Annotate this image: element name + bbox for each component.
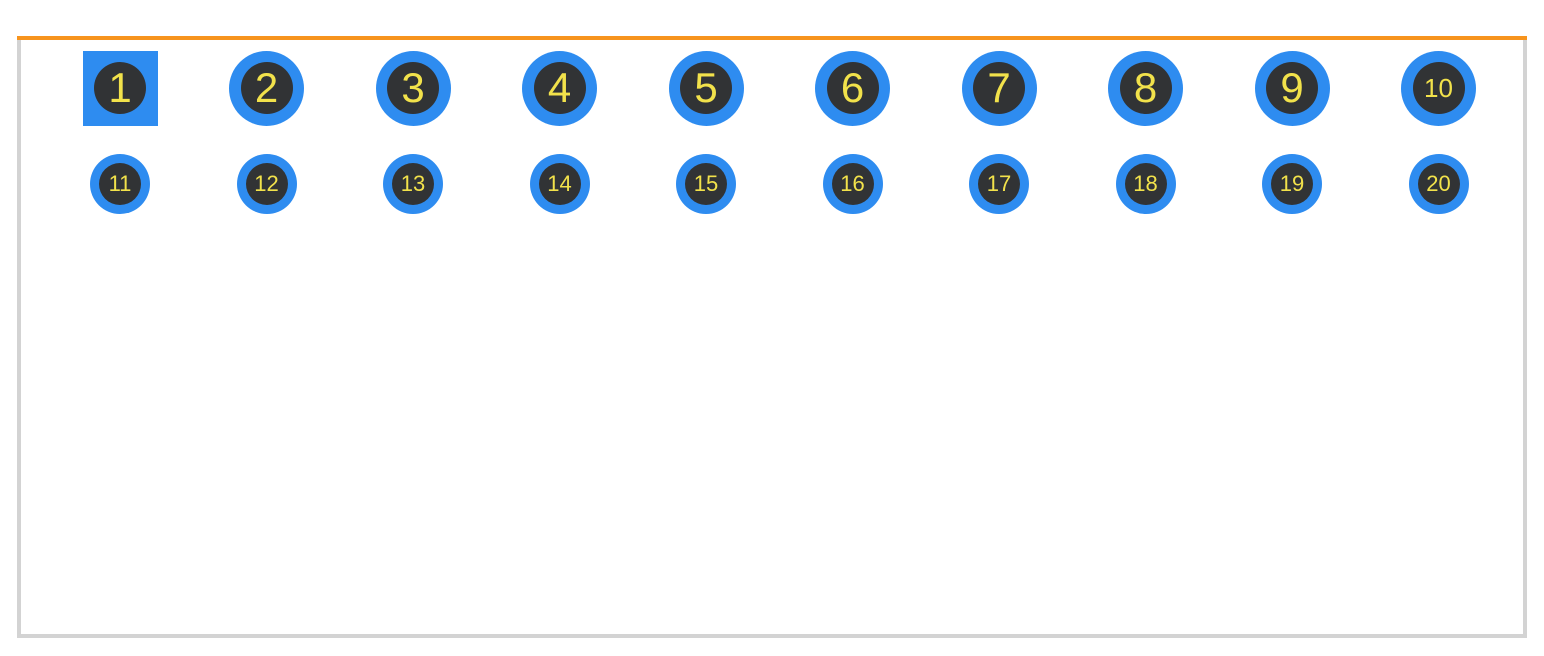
pin-2: 2 xyxy=(229,51,304,126)
pin-18-label: 18 xyxy=(1133,173,1157,195)
pin-10: 10 xyxy=(1401,51,1476,126)
pin-10-hole: 10 xyxy=(1413,62,1465,114)
pin-7-hole: 7 xyxy=(973,62,1025,114)
pin-11-label: 11 xyxy=(109,173,132,195)
pin-14-hole: 14 xyxy=(539,163,581,205)
pin-14: 14 xyxy=(530,154,590,214)
pin-6: 6 xyxy=(815,51,890,126)
pin-7: 7 xyxy=(962,51,1037,126)
pin-8-hole: 8 xyxy=(1120,62,1172,114)
pin-18-hole: 18 xyxy=(1125,163,1167,205)
pin-11: 11 xyxy=(90,154,150,214)
pin-4-label: 4 xyxy=(548,67,571,109)
pin-12-hole: 12 xyxy=(246,163,288,205)
pin-7-label: 7 xyxy=(987,67,1010,109)
pin-19-hole: 19 xyxy=(1271,163,1313,205)
pin-13: 13 xyxy=(383,154,443,214)
pin-2-label: 2 xyxy=(255,67,278,109)
pin-3-label: 3 xyxy=(401,67,424,109)
pin-15-hole: 15 xyxy=(685,163,727,205)
pin-1-label: 1 xyxy=(108,67,131,109)
pin-14-label: 14 xyxy=(547,173,571,195)
pin-16: 16 xyxy=(823,154,883,214)
pcb-footprint: 1234567891011121314151617181920 xyxy=(17,36,1527,638)
outline-bottom xyxy=(17,634,1527,638)
pin-3: 3 xyxy=(376,51,451,126)
pin-1: 1 xyxy=(83,51,158,126)
pin-5-label: 5 xyxy=(694,67,717,109)
outline-right xyxy=(1523,40,1527,638)
pin-5: 5 xyxy=(669,51,744,126)
pin-2-hole: 2 xyxy=(241,62,293,114)
pin-8: 8 xyxy=(1108,51,1183,126)
pin-15: 15 xyxy=(676,154,736,214)
pin-19-label: 19 xyxy=(1280,173,1304,195)
pin-9-hole: 9 xyxy=(1266,62,1318,114)
pin-16-hole: 16 xyxy=(832,163,874,205)
pin-4: 4 xyxy=(522,51,597,126)
pin-4-hole: 4 xyxy=(534,62,586,114)
outline-left xyxy=(17,40,21,638)
pin-6-hole: 6 xyxy=(827,62,879,114)
pin-8-label: 8 xyxy=(1134,67,1157,109)
pin-19: 19 xyxy=(1262,154,1322,214)
pin-13-hole: 13 xyxy=(392,163,434,205)
pin-12: 12 xyxy=(237,154,297,214)
pin-1-hole: 1 xyxy=(94,62,146,114)
pin-20-label: 20 xyxy=(1426,173,1450,195)
pin-9: 9 xyxy=(1255,51,1330,126)
pin-11-hole: 11 xyxy=(99,163,141,205)
pin-15-label: 15 xyxy=(694,173,718,195)
pin-5-hole: 5 xyxy=(680,62,732,114)
pin-17: 17 xyxy=(969,154,1029,214)
pin-17-label: 17 xyxy=(987,173,1011,195)
pin-10-label: 10 xyxy=(1424,75,1453,101)
pin-6-label: 6 xyxy=(841,67,864,109)
outline-top xyxy=(17,36,1527,40)
pin-20: 20 xyxy=(1409,154,1469,214)
pin-12-label: 12 xyxy=(254,173,278,195)
pin-18: 18 xyxy=(1116,154,1176,214)
pin-16-label: 16 xyxy=(840,173,864,195)
pin-13-label: 13 xyxy=(401,173,425,195)
pin-9-label: 9 xyxy=(1280,67,1303,109)
pin-3-hole: 3 xyxy=(387,62,439,114)
pin-17-hole: 17 xyxy=(978,163,1020,205)
pin-20-hole: 20 xyxy=(1418,163,1460,205)
